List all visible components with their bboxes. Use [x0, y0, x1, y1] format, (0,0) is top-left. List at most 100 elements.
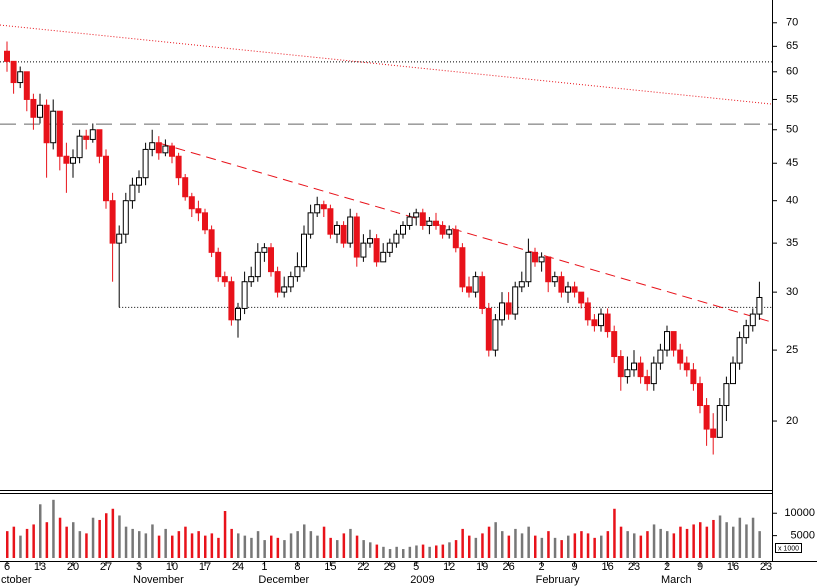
- volume-bar: [111, 508, 115, 558]
- candle-body: [393, 233, 400, 244]
- x-tick-label: 17: [199, 561, 211, 573]
- volume-bar: [329, 537, 332, 558]
- volume-bar: [342, 533, 346, 558]
- candle-body: [479, 276, 486, 309]
- volume-unit-label: x 1000: [778, 545, 799, 552]
- month-label: March: [661, 574, 692, 586]
- candle-body: [664, 331, 670, 351]
- volume-bar: [58, 517, 62, 558]
- candle-body: [155, 142, 162, 154]
- candle-body: [736, 337, 743, 364]
- candle-body: [657, 349, 664, 364]
- candle-body: [419, 212, 426, 226]
- candle-body: [360, 242, 367, 258]
- volume-bar: [131, 528, 134, 558]
- candle-body: [584, 302, 591, 321]
- volume-bar: [758, 531, 761, 558]
- month-label: 2009: [410, 574, 434, 586]
- candle-body: [261, 247, 268, 253]
- volume-bar: [468, 535, 471, 558]
- x-tick-label: 29: [384, 561, 396, 573]
- volume-unit-box: [775, 543, 802, 553]
- candle-body: [406, 216, 413, 226]
- candle-body: [274, 271, 281, 293]
- candle-body: [287, 276, 294, 288]
- candle-body: [650, 362, 657, 385]
- candle-body: [182, 177, 189, 198]
- candle-body: [485, 307, 492, 351]
- volume-bar: [448, 542, 451, 558]
- x-tick-label: 9: [572, 561, 578, 573]
- volume-bar: [309, 531, 313, 558]
- y-tick-label: 70: [786, 17, 798, 29]
- volume-bar: [586, 533, 590, 558]
- x-tick-label: 6: [4, 561, 10, 573]
- y-tick-label: 35: [786, 237, 798, 249]
- candle-body: [624, 369, 631, 378]
- candle-body: [532, 251, 538, 263]
- candle-body: [37, 104, 43, 118]
- volume-bar: [19, 535, 22, 558]
- candle-body: [70, 157, 76, 164]
- candle-body: [347, 216, 354, 244]
- candle-body: [142, 148, 149, 179]
- candle-body: [327, 208, 334, 235]
- volume-bar: [520, 533, 524, 558]
- candle-body: [492, 319, 499, 351]
- candle-body: [413, 212, 420, 218]
- volume-bar: [322, 526, 326, 558]
- volume-bar: [421, 544, 425, 558]
- candle-body: [136, 177, 142, 186]
- volume-bar: [395, 546, 398, 558]
- month-label: February: [536, 574, 581, 586]
- volume-bar: [316, 535, 319, 558]
- volume-bar: [600, 535, 603, 558]
- volume-bar: [454, 540, 458, 558]
- volume-bar: [237, 533, 240, 558]
- candle-body: [499, 302, 505, 321]
- y-tick-label: 55: [786, 93, 798, 105]
- volume-bar: [487, 526, 491, 558]
- candle-body: [254, 251, 261, 278]
- candle-body: [525, 251, 532, 283]
- volume-bar: [732, 526, 735, 558]
- candle-body: [518, 281, 525, 288]
- candle-body: [756, 296, 763, 315]
- volume-bar: [567, 535, 570, 558]
- candle-body: [340, 224, 347, 244]
- x-tick-label: 15: [324, 561, 336, 573]
- volume-bar: [217, 537, 220, 558]
- volume-bar: [124, 526, 128, 558]
- volume-bar: [65, 526, 68, 558]
- candle-body: [56, 110, 63, 157]
- candle-body: [617, 356, 624, 378]
- volume-bar: [745, 524, 748, 558]
- volume-bar: [256, 531, 260, 558]
- candle-body: [380, 251, 387, 263]
- candle-body: [30, 98, 37, 118]
- candle-body: [294, 266, 301, 278]
- x-tick-label: 10: [166, 561, 178, 573]
- volume-bar: [144, 533, 148, 558]
- candle-body: [710, 428, 717, 438]
- x-tick-label: 24: [232, 561, 244, 573]
- candle-body: [644, 376, 651, 385]
- x-tick-label: 1: [261, 561, 267, 573]
- volume-bar: [402, 549, 405, 558]
- candle-body: [96, 129, 103, 157]
- candle-body: [149, 142, 156, 150]
- volume-bar: [52, 499, 55, 558]
- volume-bar: [118, 515, 121, 558]
- trend-line: [0, 24, 772, 105]
- x-tick-label: 20: [67, 561, 79, 573]
- volume-bar: [692, 524, 695, 558]
- candle-body: [723, 383, 730, 407]
- volume-bar: [534, 535, 537, 558]
- volume-bar: [210, 533, 214, 558]
- x-tick-label: 26: [502, 561, 514, 573]
- candle-body: [598, 313, 604, 327]
- volume-bar: [646, 531, 649, 558]
- month-label: ctober: [1, 574, 32, 586]
- candle-body: [228, 281, 235, 321]
- volume-bar: [303, 524, 306, 558]
